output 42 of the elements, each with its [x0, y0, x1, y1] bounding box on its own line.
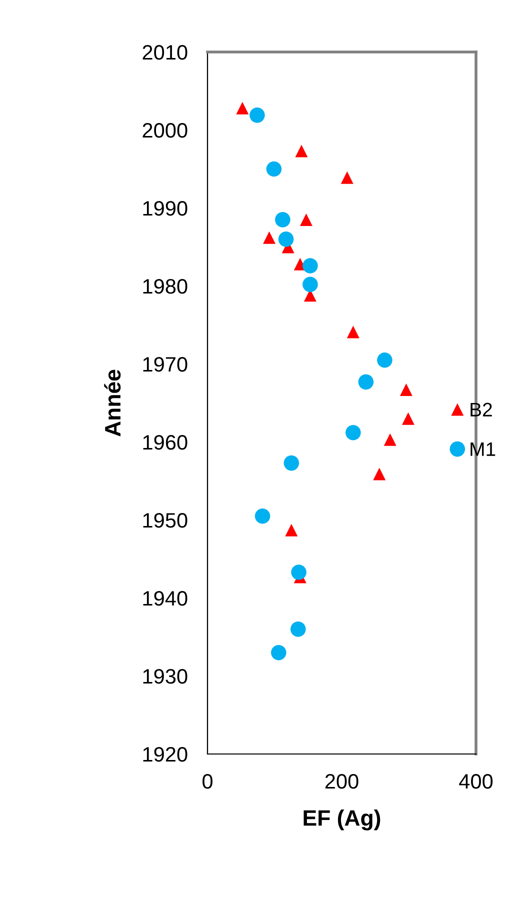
point [346, 326, 360, 338]
y-tick-label: 1970 [143, 357, 188, 372]
point [275, 212, 290, 228]
point [291, 564, 306, 580]
x-axis-title: EF (Ag) [304, 810, 380, 830]
y-tick-label: 1950 [143, 513, 188, 528]
y-tick-label: 1940 [143, 591, 188, 606]
y-tick-label: 2010 [142, 45, 188, 60]
point [271, 644, 286, 660]
legend-label: B2 [470, 402, 492, 416]
y-tick-label: 2000 [142, 123, 188, 138]
x-tick-label: 0 [202, 774, 212, 789]
point [400, 383, 412, 396]
point [290, 622, 306, 637]
point [302, 276, 318, 292]
point [402, 412, 414, 425]
point [377, 352, 392, 368]
y-axis-title: Année [104, 370, 121, 436]
point [285, 524, 298, 536]
point [266, 161, 282, 177]
point [278, 232, 294, 247]
point [284, 455, 300, 471]
point [300, 213, 312, 226]
point [346, 425, 361, 440]
point [358, 374, 374, 390]
legend-label: M1 [470, 442, 496, 456]
point [384, 433, 396, 446]
y-tick-label: 1920 [143, 747, 188, 762]
point [250, 108, 265, 123]
y-tick-label: 1960 [143, 435, 188, 450]
y-tick-label: 1930 [143, 669, 188, 684]
point [263, 231, 276, 244]
point [340, 171, 354, 184]
point [236, 102, 249, 114]
point [302, 258, 318, 274]
point [295, 144, 308, 158]
y-tick-label: 1980 [143, 279, 188, 294]
point [254, 508, 270, 524]
x-tick-label: 200 [325, 774, 358, 789]
x-tick-label: 400 [459, 774, 493, 789]
point [373, 468, 386, 480]
y-tick-label: 1990 [143, 201, 188, 216]
